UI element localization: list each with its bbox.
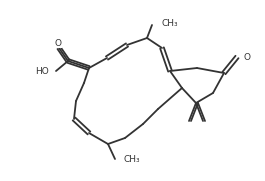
Text: O: O	[244, 52, 251, 62]
Text: O: O	[55, 39, 61, 47]
Text: HO: HO	[35, 66, 49, 75]
Text: CH₃: CH₃	[162, 18, 179, 28]
Text: CH₃: CH₃	[123, 155, 140, 165]
